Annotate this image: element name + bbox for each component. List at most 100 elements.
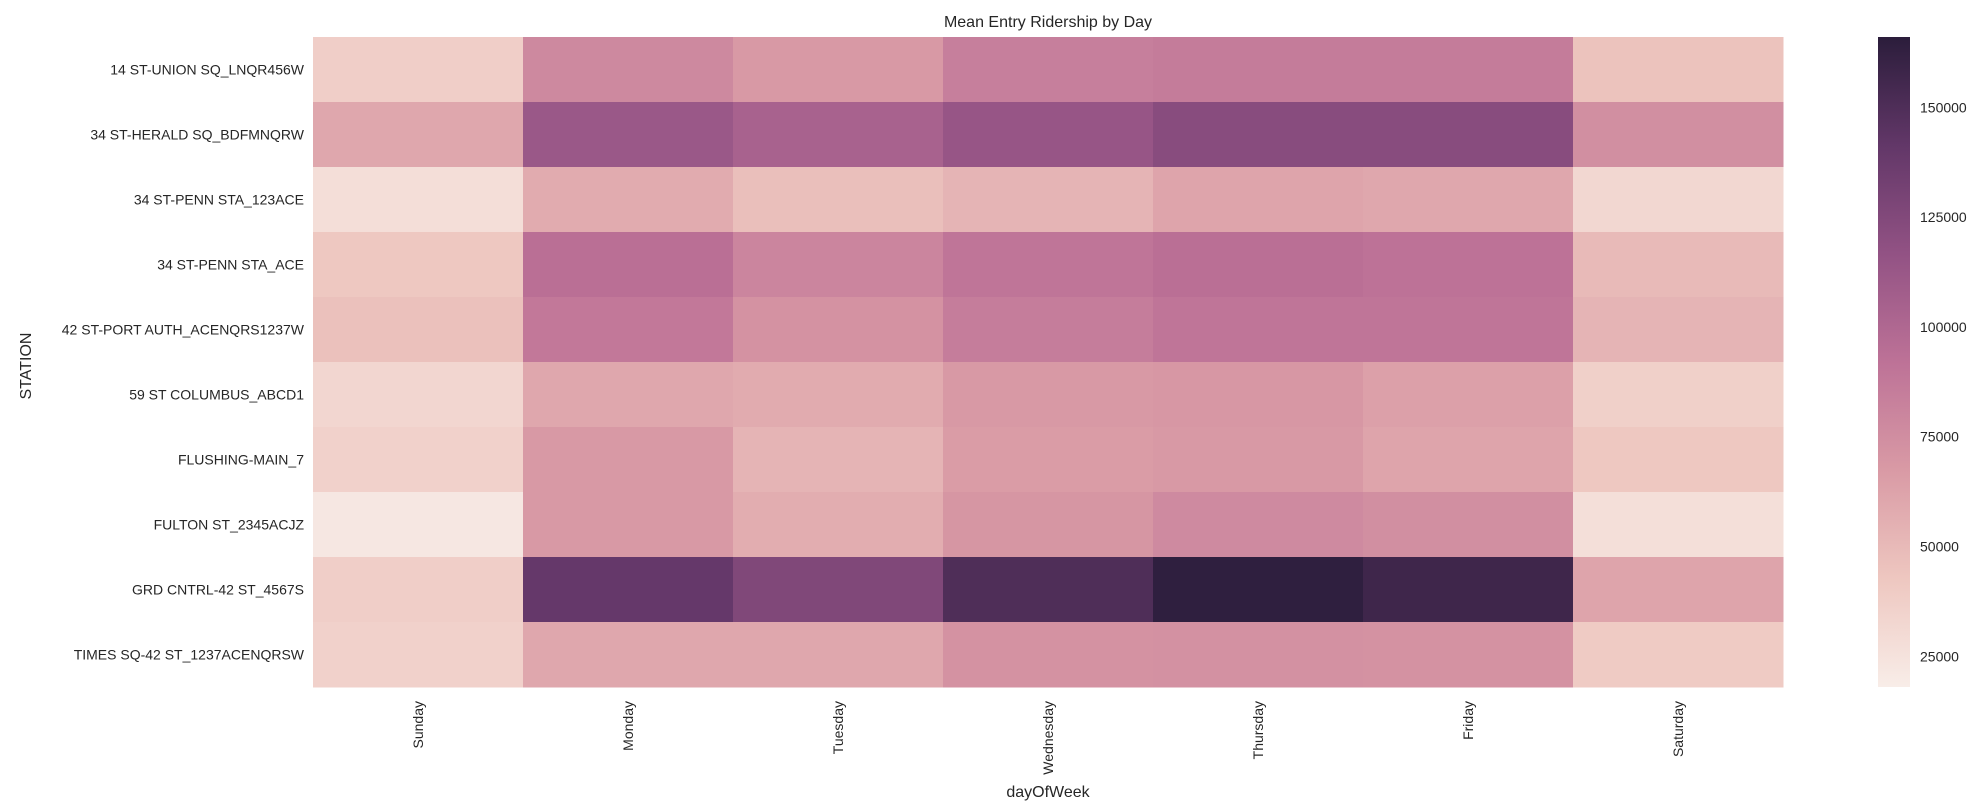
heatmap-cell bbox=[313, 492, 524, 558]
heatmap-cell bbox=[1153, 37, 1364, 103]
heatmap-cell bbox=[1573, 362, 1784, 428]
heatmap-cell bbox=[1573, 622, 1784, 688]
x-tick-label: Thursday bbox=[1250, 701, 1266, 759]
heatmap-cell bbox=[733, 102, 944, 168]
y-tick-label: 34 ST-PENN STA_ACE bbox=[157, 257, 304, 273]
x-tick-label: Wednesday bbox=[1040, 701, 1056, 775]
heatmap-cell bbox=[943, 557, 1154, 623]
heatmap-cell bbox=[733, 297, 944, 363]
y-tick-label: 59 ST COLUMBUS_ABCD1 bbox=[129, 387, 304, 403]
heatmap-cell bbox=[1363, 622, 1574, 688]
heatmap-cell bbox=[313, 37, 524, 103]
heatmap-cell bbox=[1363, 362, 1574, 428]
y-tick-label: FLUSHING-MAIN_7 bbox=[178, 452, 304, 468]
heatmap-cell bbox=[733, 37, 944, 103]
heatmap-cell bbox=[733, 427, 944, 493]
y-tick-label: FULTON ST_2345ACJZ bbox=[154, 517, 305, 533]
x-tick-label: Monday bbox=[620, 701, 636, 751]
heatmap-cell bbox=[943, 232, 1154, 298]
y-tick-label: GRD CNTRL-42 ST_4567S bbox=[132, 582, 304, 598]
heatmap-cell bbox=[1153, 102, 1364, 168]
heatmap-cell bbox=[523, 102, 734, 168]
heatmap-cell bbox=[733, 622, 944, 688]
heatmap-cell bbox=[523, 492, 734, 558]
heatmap-cell bbox=[313, 622, 524, 688]
y-tick-label: TIMES SQ-42 ST_1237ACENQRSW bbox=[74, 647, 305, 663]
heatmap-cell bbox=[943, 37, 1154, 103]
colorbar-tick-label: 150000 bbox=[1920, 99, 1967, 115]
x-tick-label: Sunday bbox=[410, 701, 426, 748]
heatmap-cell bbox=[1153, 297, 1364, 363]
y-tick-label: 42 ST-PORT AUTH_ACENQRS1237W bbox=[62, 322, 305, 338]
colorbar bbox=[1878, 37, 1910, 687]
heatmap-cell bbox=[313, 557, 524, 623]
heatmap-cell bbox=[1573, 102, 1784, 168]
heatmap-cell bbox=[523, 427, 734, 493]
heatmap-cell bbox=[733, 167, 944, 233]
heatmap-cells bbox=[313, 37, 1784, 688]
heatmap-cell bbox=[943, 167, 1154, 233]
heatmap-cell bbox=[1573, 167, 1784, 233]
heatmap-cell bbox=[313, 102, 524, 168]
heatmap-cell bbox=[943, 492, 1154, 558]
heatmap-cell bbox=[1573, 232, 1784, 298]
heatmap-cell bbox=[943, 297, 1154, 363]
heatmap-cell bbox=[1153, 622, 1364, 688]
x-tick-labels: Sunday Monday Tuesday Wednesday Thursday Frid… bbox=[410, 701, 1686, 775]
heatmap-cell bbox=[523, 232, 734, 298]
x-tick-label: Tuesday bbox=[830, 701, 846, 754]
colorbar-tick-label: 25000 bbox=[1920, 648, 1959, 664]
heatmap-cell bbox=[943, 427, 1154, 493]
heatmap-cell bbox=[1573, 427, 1784, 493]
heatmap-cell bbox=[943, 622, 1154, 688]
heatmap-cell bbox=[943, 102, 1154, 168]
heatmap-cell bbox=[733, 232, 944, 298]
heatmap-cell bbox=[1363, 232, 1574, 298]
chart-title: Mean Entry Ridership by Day bbox=[944, 14, 1152, 31]
y-tick-labels: 14 ST-UNION SQ_LNQR456W 34 ST-HERALD SQ_B… bbox=[62, 62, 305, 663]
heatmap-cell bbox=[313, 232, 524, 298]
heatmap-cell bbox=[733, 492, 944, 558]
heatmap-cell bbox=[313, 167, 524, 233]
x-axis-label: dayOfWeek bbox=[1006, 784, 1090, 801]
heatmap-cell bbox=[523, 167, 734, 233]
colorbar-tick-label: 75000 bbox=[1920, 429, 1959, 445]
heatmap-cell bbox=[1153, 557, 1364, 623]
heatmap-cell bbox=[1363, 37, 1574, 103]
heatmap-cell bbox=[1573, 37, 1784, 103]
y-tick-label: 34 ST-PENN STA_123ACE bbox=[134, 192, 304, 208]
colorbar-tick-label: 100000 bbox=[1920, 319, 1967, 335]
heatmap-cell bbox=[943, 362, 1154, 428]
heatmap-cell bbox=[313, 427, 524, 493]
x-tick-label: Friday bbox=[1460, 701, 1476, 740]
heatmap-cell bbox=[523, 362, 734, 428]
heatmap-cell bbox=[1153, 492, 1364, 558]
colorbar-tick-label: 125000 bbox=[1920, 209, 1967, 225]
x-tick-label: Saturday bbox=[1670, 701, 1686, 757]
y-axis-label: STATION bbox=[18, 333, 35, 400]
heatmap-cell bbox=[1363, 557, 1574, 623]
heatmap-cell bbox=[1573, 297, 1784, 363]
heatmap-cell bbox=[1363, 492, 1574, 558]
heatmap-cell bbox=[523, 557, 734, 623]
heatmap-cell bbox=[523, 297, 734, 363]
heatmap-cell bbox=[1363, 167, 1574, 233]
heatmap-cell bbox=[313, 297, 524, 363]
heatmap-cell bbox=[1153, 232, 1364, 298]
heatmap-cell bbox=[523, 37, 734, 103]
heatmap-cell bbox=[1153, 362, 1364, 428]
heatmap-cell bbox=[1363, 427, 1574, 493]
y-tick-label: 34 ST-HERALD SQ_BDFMNQRW bbox=[90, 127, 304, 143]
y-tick-label: 14 ST-UNION SQ_LNQR456W bbox=[110, 62, 305, 78]
colorbar-tick-label: 50000 bbox=[1920, 538, 1959, 554]
heatmap-cell bbox=[733, 362, 944, 428]
colorbar-ticks: 25000 50000 75000 100000 125000 150000 bbox=[1920, 99, 1967, 664]
heatmap-cell bbox=[1363, 102, 1574, 168]
heatmap-cell bbox=[313, 362, 524, 428]
heatmap-cell bbox=[1153, 427, 1364, 493]
heatmap-cell bbox=[1153, 167, 1364, 233]
heatmap-cell bbox=[733, 557, 944, 623]
heatmap-cell bbox=[1573, 492, 1784, 558]
heatmap-cell bbox=[1363, 297, 1574, 363]
